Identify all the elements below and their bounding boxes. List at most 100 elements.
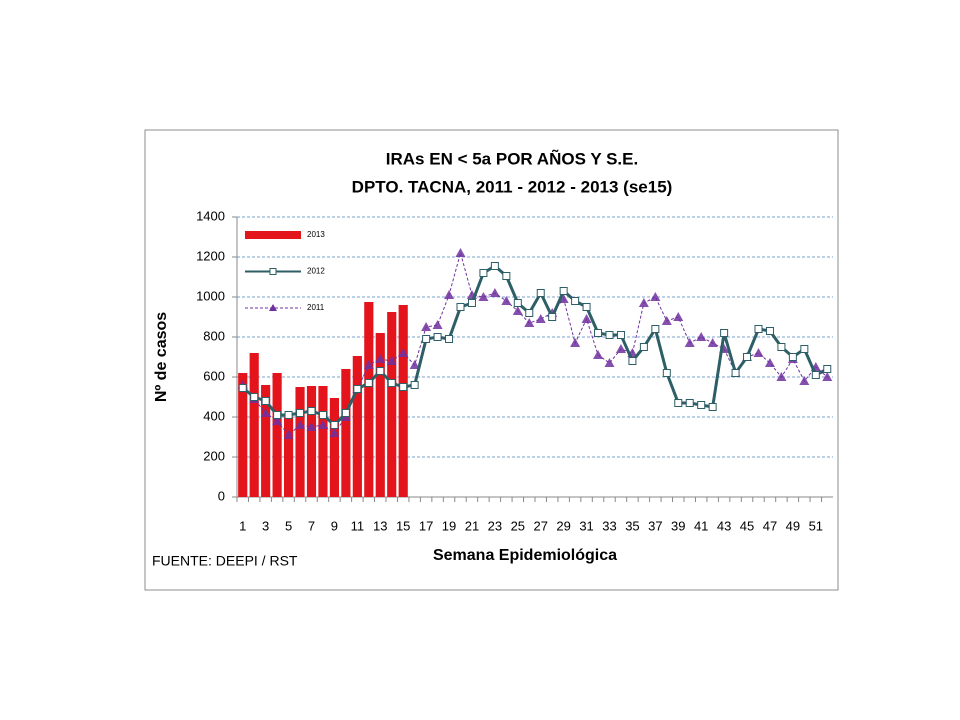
bar [306,386,317,497]
x-tick-label: 45 [740,518,754,533]
marker [743,353,752,361]
marker [421,322,432,331]
bar [375,333,385,497]
x-tick-label: 39 [671,518,685,533]
marker [638,298,649,307]
marker [364,379,373,387]
x-tick-label: 29 [556,518,570,533]
chart-frame [144,129,839,591]
x-tick-label: 49 [786,518,800,533]
marker [558,294,569,303]
marker [536,289,545,297]
marker [479,269,488,277]
marker [422,335,431,343]
marker [238,384,247,392]
bar [352,356,362,497]
x-tick-label: 15 [396,518,410,533]
marker [650,292,661,301]
marker [754,325,763,333]
x-tick-label: 37 [648,518,662,533]
marker [707,338,718,347]
x-tick-label: 13 [373,518,387,533]
marker [604,358,615,367]
bar [283,417,294,497]
marker [777,343,786,351]
marker [661,316,672,325]
x-axis-label: Semana Epidemiológica [433,547,617,564]
bar [398,305,408,497]
y-tick-label: 600 [203,368,225,383]
marker [410,381,419,389]
marker [261,397,270,405]
y-tick-label: 1000 [196,288,225,303]
marker [513,299,522,307]
marker [273,411,282,419]
marker [489,288,500,297]
x-tick-label: 23 [488,518,502,533]
marker [674,399,683,407]
marker [720,329,729,337]
marker [306,422,317,431]
marker [376,367,385,375]
marker [799,376,810,385]
marker [697,401,706,409]
bar [272,373,282,497]
legend-marker [269,268,277,275]
marker [398,348,409,357]
chart-title: IRAs EN < 5a POR AÑOS Y S.E. [386,148,638,168]
marker [341,409,350,417]
x-tick-label: 43 [717,518,731,533]
marker [307,407,316,415]
marker [685,399,694,407]
marker [272,416,283,425]
bar [364,302,374,497]
marker [559,287,568,295]
marker [822,372,833,381]
x-tick-label: 31 [579,518,593,533]
bar [261,385,271,497]
x-tick-label: 33 [602,518,616,533]
marker [432,320,443,329]
x-tick-label: 25 [511,518,525,533]
y-axis-label: Nº de casos [153,312,170,402]
marker [765,327,774,335]
marker [525,309,534,317]
x-tick-label: 11 [351,518,365,533]
marker [467,299,476,307]
x-tick-label: 5 [285,518,292,533]
line-2012 [241,264,828,428]
x-tick-label: 9 [331,518,338,533]
marker [375,354,386,363]
marker [811,371,820,379]
marker [295,420,306,429]
marker [284,411,293,419]
marker [455,248,466,257]
x-tick-label: 41 [694,518,708,533]
chart-subtitle: DPTO. TACNA, 2011 - 2012 - 2013 (se15) [352,177,673,196]
marker [512,306,523,315]
marker [639,343,648,351]
legend-swatch [245,231,301,239]
marker [502,272,511,280]
marker [628,357,637,365]
x-tick-label: 51 [809,518,823,533]
marker [296,409,305,417]
marker [581,314,592,323]
marker [524,318,535,327]
source-note: FUENTE: DEEPI / RST [152,553,298,569]
x-tick-label: 21 [465,518,479,533]
bar [295,387,305,497]
bar [318,386,328,497]
x-tick-label: 27 [533,518,547,533]
marker [764,358,775,367]
marker [605,331,614,339]
x-tick-label: 47 [763,518,777,533]
legend-label: 2012 [307,267,325,276]
marker [317,420,328,429]
marker [593,350,604,359]
marker [535,314,546,323]
marker [651,325,660,333]
marker [363,360,374,369]
marker [283,430,294,439]
marker [615,344,626,353]
